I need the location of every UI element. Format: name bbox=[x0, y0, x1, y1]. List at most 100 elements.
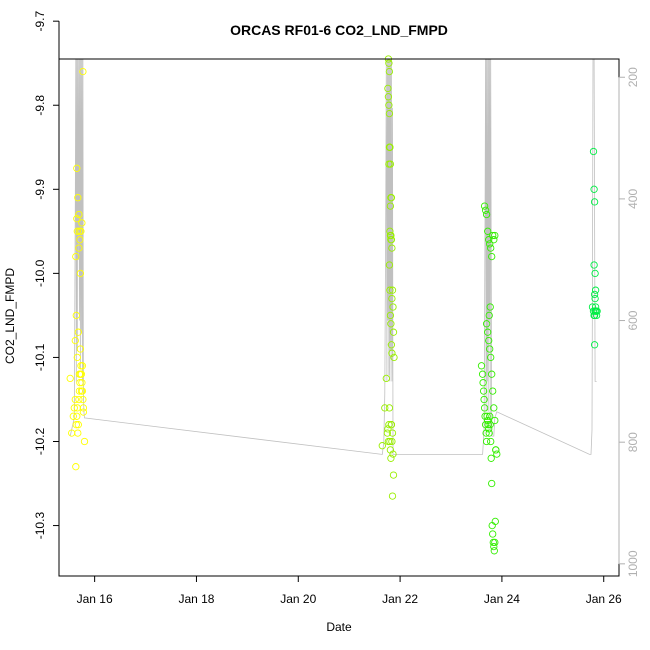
data-point bbox=[77, 387, 86, 395]
data-point bbox=[592, 311, 601, 320]
y-axis-right-pressure: 200 400 600 800 1000 bbox=[618, 67, 640, 577]
x-axis: Jan 16 Jan 18 Jan 20 Jan 22 Jan 24 Jan 26 bbox=[77, 575, 622, 606]
data-point bbox=[388, 492, 397, 500]
data-point bbox=[491, 231, 499, 240]
plot-frame bbox=[58, 58, 620, 577]
data-point bbox=[76, 269, 85, 278]
data-point bbox=[486, 303, 494, 311]
data-point bbox=[488, 370, 496, 378]
data-point bbox=[485, 425, 493, 433]
data-point bbox=[386, 446, 395, 454]
data-point bbox=[388, 244, 396, 252]
y-tick-label: -9.9 bbox=[33, 179, 47, 200]
data-point bbox=[491, 538, 499, 547]
data-point bbox=[75, 244, 83, 252]
data-point bbox=[389, 303, 397, 311]
data-point bbox=[484, 328, 492, 336]
data-point bbox=[485, 429, 493, 437]
data-point bbox=[80, 437, 89, 446]
data-point bbox=[593, 307, 601, 315]
data-point bbox=[76, 236, 84, 244]
chart-title: ORCAS RF01-6 CO2_LND_FMPD bbox=[230, 22, 448, 38]
data-point bbox=[487, 437, 495, 446]
data-point bbox=[384, 93, 393, 101]
data-point bbox=[482, 210, 491, 219]
series-4 bbox=[588, 147, 601, 349]
data-point bbox=[492, 446, 500, 454]
y-tick-label: -10.2 bbox=[33, 427, 47, 455]
data-point bbox=[488, 479, 496, 488]
data-point bbox=[490, 542, 498, 551]
data-point bbox=[589, 147, 598, 156]
y-tick-label: -9.8 bbox=[33, 95, 47, 116]
data-point bbox=[483, 412, 491, 420]
x-axis-label: Date bbox=[326, 620, 352, 634]
data-point bbox=[385, 421, 393, 429]
data-point bbox=[489, 530, 497, 538]
data-point bbox=[590, 341, 599, 349]
data-point bbox=[489, 231, 497, 240]
data-point bbox=[478, 370, 487, 378]
data-point bbox=[477, 362, 486, 370]
data-point bbox=[493, 450, 501, 458]
data-point bbox=[386, 311, 395, 320]
x-tick-label: Jan 24 bbox=[484, 592, 520, 606]
y-tick-label: -9.7 bbox=[33, 11, 47, 32]
data-point bbox=[387, 231, 395, 240]
pressure-trace-line bbox=[69, 58, 597, 455]
data-point bbox=[491, 517, 499, 526]
data-point bbox=[72, 252, 80, 261]
right-tick-label: 200 bbox=[626, 67, 640, 87]
data-point bbox=[388, 437, 396, 446]
data-point bbox=[79, 395, 87, 404]
data-point bbox=[77, 370, 86, 378]
data-point bbox=[484, 416, 492, 425]
data-point bbox=[78, 362, 87, 370]
data-point bbox=[484, 227, 492, 235]
data-point bbox=[480, 202, 489, 210]
data-point bbox=[70, 404, 78, 412]
data-point bbox=[79, 404, 88, 412]
data-point bbox=[385, 67, 394, 76]
data-point bbox=[386, 437, 394, 446]
data-point bbox=[66, 374, 74, 383]
data-point bbox=[482, 429, 490, 437]
data-point bbox=[488, 252, 496, 261]
data-point bbox=[73, 164, 81, 172]
data-point bbox=[591, 269, 599, 278]
series-3 bbox=[477, 202, 501, 555]
data-point bbox=[386, 202, 395, 210]
data-point bbox=[384, 84, 392, 93]
data-point bbox=[482, 437, 491, 446]
data-point bbox=[590, 198, 599, 206]
data-point bbox=[479, 379, 487, 387]
x-tick-label: Jan 16 bbox=[77, 592, 113, 606]
data-point bbox=[482, 320, 491, 328]
data-point bbox=[590, 290, 599, 299]
data-point bbox=[387, 421, 396, 429]
data-point bbox=[75, 387, 84, 395]
right-tick-label: 400 bbox=[626, 189, 640, 209]
data-point bbox=[385, 404, 394, 412]
data-point bbox=[591, 303, 600, 311]
data-point bbox=[485, 311, 493, 320]
right-tick-label: 600 bbox=[626, 310, 640, 330]
data-point bbox=[385, 101, 393, 109]
data-point bbox=[72, 463, 80, 471]
data-point bbox=[388, 286, 397, 294]
data-point bbox=[71, 336, 79, 345]
data-point bbox=[487, 454, 495, 462]
series-2 bbox=[378, 55, 398, 500]
data-point bbox=[76, 345, 85, 353]
data-point bbox=[491, 416, 499, 425]
data-point bbox=[78, 379, 86, 387]
y-axis-label: CO2_LND_FMPD bbox=[3, 268, 17, 364]
data-point bbox=[74, 194, 82, 202]
data-point bbox=[479, 387, 488, 395]
data-point bbox=[389, 450, 397, 458]
data-point bbox=[387, 454, 395, 462]
data-point bbox=[590, 311, 599, 320]
data-point bbox=[382, 374, 390, 383]
data-point bbox=[385, 109, 394, 118]
data-point bbox=[486, 345, 494, 353]
